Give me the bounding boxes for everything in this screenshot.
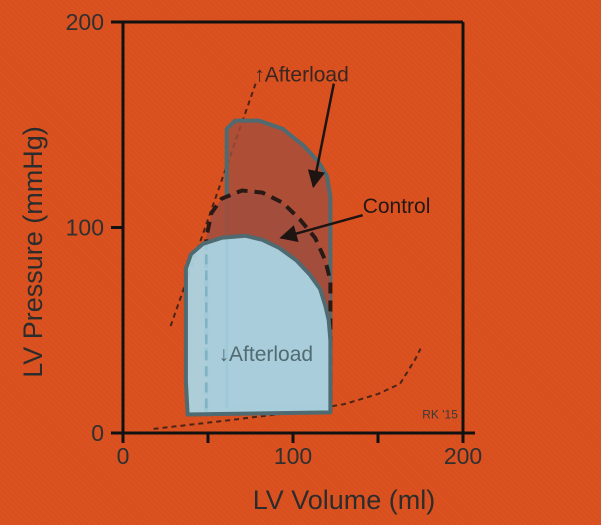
x-axis-label: LV Volume (ml): [253, 485, 436, 515]
y-axis-label: LV Pressure (mmHg): [18, 126, 48, 378]
y-tick-label-200: 200: [66, 9, 104, 35]
pressure-volume-relations: [153, 83, 422, 430]
decreased-afterload-label: ↓Afterload: [219, 343, 314, 366]
y-tick-label-100: 100: [66, 215, 104, 241]
y-tick-label-0: 0: [91, 420, 104, 446]
annotation-arrow-1: [307, 83, 336, 189]
control-loop-outline: [204, 188, 333, 413]
x-tick-label-200: 200: [444, 443, 482, 469]
x-tick-label-100: 100: [274, 443, 312, 469]
author-credit: RK '15: [422, 408, 458, 422]
pv-loops: [183, 118, 333, 417]
decreased-afterload-loop: [183, 233, 333, 417]
control-label: Control: [363, 195, 431, 218]
axis-ticks: [111, 20, 465, 443]
increased-afterload-label: ↑Afterload: [254, 64, 349, 87]
tick-labels: 0 100 200 0 100 200: [66, 9, 483, 469]
espvr-line: [169, 83, 257, 327]
edpvr-curve: [153, 348, 422, 430]
x-tick-label-0: 0: [117, 443, 130, 469]
annotation-arrow-2: [279, 213, 364, 243]
annotation-arrows: [279, 83, 364, 243]
